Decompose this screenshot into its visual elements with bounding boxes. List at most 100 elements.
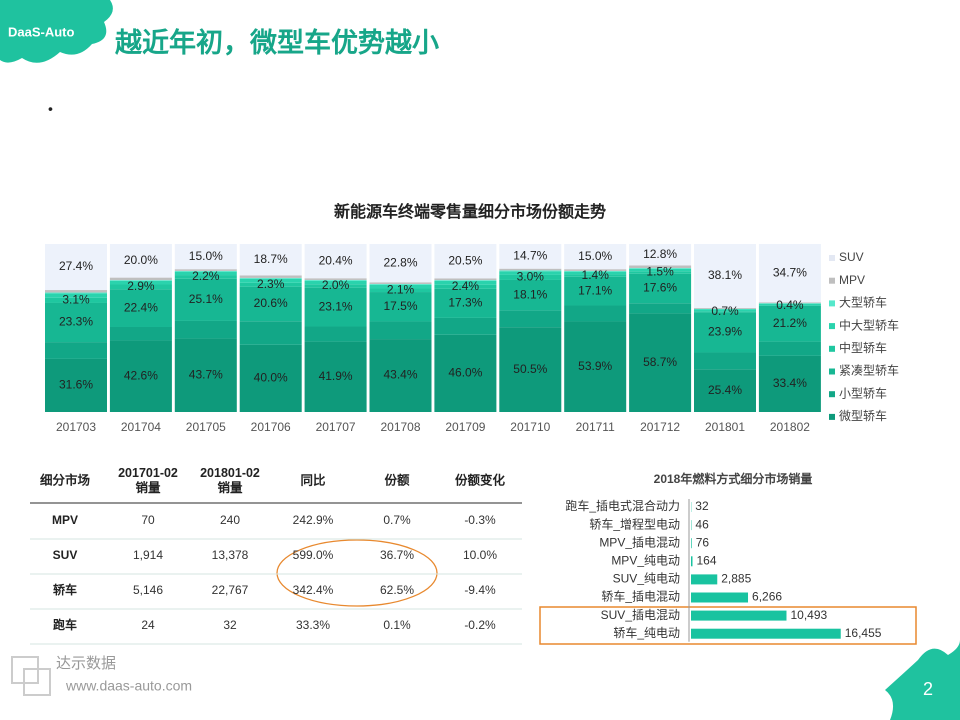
data-label: 76 — [696, 535, 710, 549]
bar-segment — [239, 244, 302, 276]
bar-segment — [758, 303, 821, 304]
footer-icon — [23, 668, 51, 696]
table-cell: 62.5% — [380, 583, 414, 597]
bar-segment — [174, 275, 237, 279]
bar-segment — [109, 284, 172, 290]
bar-segment — [499, 244, 562, 269]
data-label: 6,266 — [752, 590, 782, 604]
data-label: 16,455 — [845, 626, 882, 640]
data-label: 23.9% — [708, 325, 742, 339]
y-tick-label: 跑车_插电式混合动力 — [565, 498, 680, 513]
table-cell: 242.9% — [293, 513, 334, 527]
bar-segment — [174, 278, 237, 321]
data-label: 34.7% — [773, 265, 807, 279]
bar-segment — [45, 292, 107, 294]
bar-segment — [174, 271, 237, 276]
data-label: 12.8% — [643, 247, 677, 261]
table-cell: 22,767 — [212, 583, 249, 597]
data-label: 2.4% — [452, 279, 480, 293]
data-label: 18.1% — [513, 287, 547, 301]
data-label: 58.7% — [643, 355, 677, 369]
corner-splash — [885, 640, 960, 720]
bar-segment — [239, 277, 302, 279]
x-tick-label: 201802 — [770, 420, 810, 434]
bar-segment — [499, 279, 562, 311]
bar-segment — [369, 288, 432, 293]
data-label: 40.0% — [254, 371, 288, 385]
bar-segment — [499, 327, 562, 412]
bar-segment — [369, 283, 432, 285]
data-label: 21.2% — [773, 316, 807, 330]
x-tick-label: 201703 — [56, 420, 96, 434]
data-label: 14.7% — [513, 249, 547, 263]
bar-segment — [629, 268, 692, 272]
data-label: 2.9% — [127, 279, 155, 293]
bar-segment — [758, 355, 821, 412]
bar-segment — [564, 305, 627, 322]
table-cell: 240 — [220, 513, 240, 527]
footer-brand: 达示数据 — [56, 655, 116, 672]
bar-segment — [109, 280, 172, 281]
bar — [691, 538, 692, 549]
x-tick-label: 201801 — [705, 420, 745, 434]
data-label: 0.4% — [776, 298, 804, 312]
bar-segment — [369, 282, 432, 284]
x-tick-label: 201704 — [121, 420, 161, 434]
bar-segment — [694, 309, 756, 312]
data-label: 2.1% — [387, 282, 415, 296]
table-cell: 0.7% — [383, 513, 411, 527]
bar-segment — [45, 293, 107, 298]
data-label: 22.8% — [383, 255, 417, 269]
data-label: 25.4% — [708, 383, 742, 397]
y-tick-label: 轿车_增程型电动 — [589, 516, 680, 531]
table-cell: 1,914 — [133, 548, 163, 562]
legend-swatch — [829, 391, 835, 398]
bar-segment — [239, 278, 302, 283]
bar-segment — [109, 244, 172, 278]
bar-segment — [239, 286, 302, 322]
bar-segment — [499, 310, 562, 328]
bar-segment — [499, 268, 562, 271]
bar-segment — [758, 341, 821, 356]
bar — [691, 628, 841, 639]
table-header: 份额变化 — [455, 472, 506, 487]
bar-segment — [499, 271, 562, 275]
data-label: 41.9% — [319, 369, 353, 383]
table-cell: 32 — [223, 618, 237, 632]
data-label: 53.9% — [578, 359, 612, 373]
bar-segment — [239, 282, 302, 287]
x-tick-label: 201712 — [640, 420, 680, 434]
bar-segment — [174, 270, 237, 272]
bar-segment — [434, 278, 497, 281]
bar-segment — [304, 278, 367, 280]
bar-segment — [304, 244, 367, 279]
table-cell: MPV — [52, 513, 78, 527]
table-cell: -0.3% — [464, 513, 496, 527]
slide-title: 越近年初，微型车优势越小 — [115, 27, 439, 58]
bar-segment — [304, 326, 367, 342]
data-label: 15.0% — [189, 249, 223, 263]
bullet: • — [48, 101, 53, 117]
table-cell: 70 — [141, 513, 155, 527]
x-tick-label: 201708 — [380, 420, 420, 434]
legend-swatch — [829, 413, 835, 420]
bar-segment — [694, 369, 756, 412]
bar-segment — [304, 279, 367, 281]
bar-segment — [629, 303, 692, 314]
x-tick-label: 201709 — [445, 420, 485, 434]
bar — [691, 610, 787, 621]
bar-segment — [629, 265, 692, 269]
bar-segment — [369, 321, 432, 340]
bar-segment — [304, 341, 367, 412]
bar-segment — [564, 270, 627, 272]
data-label: 3.1% — [62, 293, 90, 307]
table-cell: 599.0% — [293, 548, 334, 562]
legend-label: 中大型轿车 — [839, 317, 899, 332]
x-tick-label: 201705 — [186, 420, 226, 434]
bar-segment — [434, 280, 497, 281]
bar-segment — [109, 277, 172, 281]
data-label: 17.5% — [383, 299, 417, 313]
data-label: 2.0% — [322, 278, 350, 292]
data-label: 15.0% — [578, 249, 612, 263]
data-label: 20.5% — [448, 253, 482, 267]
